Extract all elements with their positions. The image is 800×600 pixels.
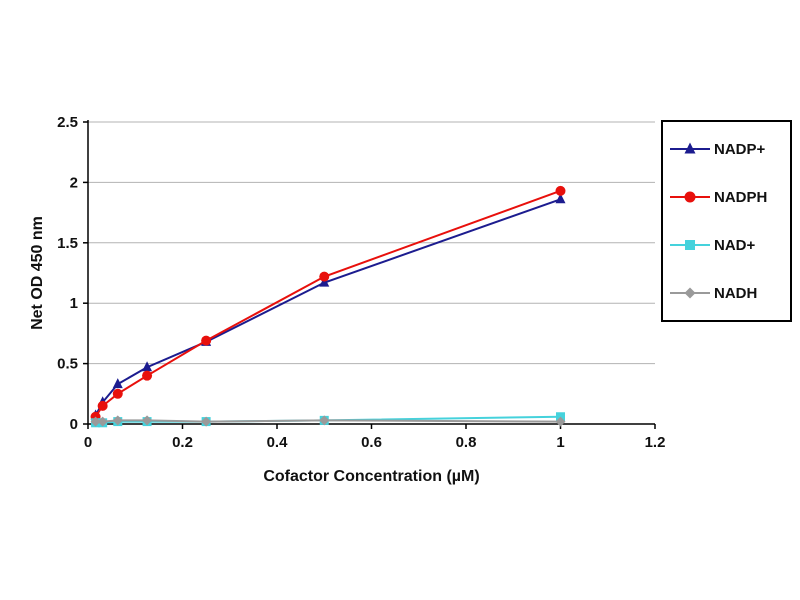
x-tick-label: 1.2 (645, 434, 666, 451)
data-point-NADH (319, 415, 330, 426)
y-tick-label: 1.5 (57, 235, 78, 252)
x-tick-label: 0.6 (361, 434, 382, 451)
x-tick-label: 0.2 (172, 434, 193, 451)
legend-marker-shape (684, 191, 696, 203)
y-tick-label: 2 (70, 174, 78, 191)
legend-label-NAD+: NAD+ (714, 236, 756, 254)
data-point-NADH (142, 415, 153, 426)
legend-marker-NADPH (670, 191, 710, 203)
x-tick-label: 0 (84, 434, 92, 451)
data-point-NADH (97, 416, 108, 427)
y-tick-label: 0.5 (57, 356, 78, 373)
y-tick-label: 1 (70, 295, 78, 312)
legend-marker-NADP+ (670, 142, 710, 154)
legend-marker-shape (684, 287, 696, 299)
legend: NADP+ NADPH NAD+ NADH (661, 120, 792, 322)
y-tick-label: 2.5 (57, 114, 78, 131)
x-tick-label: 1 (556, 434, 564, 451)
legend-label-NADP+: NADP+ (714, 140, 766, 158)
x-tick-label: 0.4 (267, 434, 289, 451)
data-point-NADH (201, 416, 212, 427)
legend-item-NADPH: NADPH (669, 173, 784, 221)
data-point-NADH (90, 416, 101, 427)
legend-item-NAD+: NAD+ (669, 221, 784, 269)
y-tick-label: 0 (70, 416, 78, 433)
legend-marker-NADH (670, 287, 710, 299)
data-point-NADP+ (555, 193, 566, 204)
data-point-NADPH (97, 400, 108, 411)
y-axis-title: Net OD 450 nm (29, 216, 46, 330)
data-point-NADP+ (319, 276, 330, 287)
legend-label-NADPH: NADPH (714, 188, 768, 206)
legend-item-NADH: NADH (669, 269, 784, 317)
legend-marker-shape (684, 142, 696, 154)
legend-item-NADP+: NADP+ (669, 125, 784, 173)
legend-marker-NAD+ (670, 240, 710, 250)
series-line-NADP+ (94, 198, 561, 417)
data-point-NADH (555, 416, 566, 427)
data-point-NADPH (555, 185, 566, 196)
data-point-NADPH (201, 335, 212, 346)
data-point-NADPH (142, 370, 153, 381)
x-tick-label: 0.8 (456, 434, 477, 451)
x-axis-title: Cofactor Concentration (µM) (263, 468, 480, 485)
data-point-NADPH (319, 271, 330, 282)
legend-label-NADH: NADH (714, 284, 758, 302)
data-point-NADP+ (142, 361, 153, 372)
data-point-NADP+ (112, 378, 123, 389)
data-point-NADH (112, 415, 123, 426)
data-point-NADPH (112, 388, 123, 399)
legend-marker-shape (685, 240, 695, 250)
